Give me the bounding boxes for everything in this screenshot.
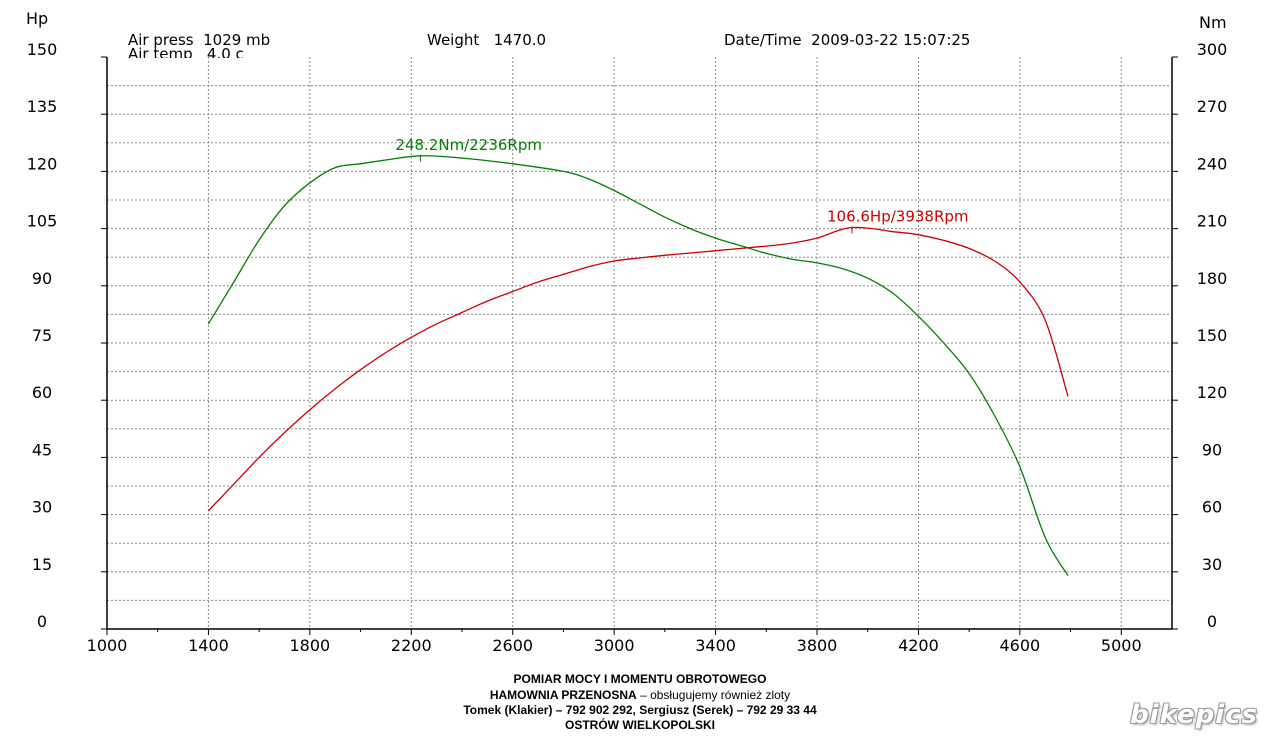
y-left-tick-label: 150 [27, 40, 58, 59]
y-left-tick-label: 45 [32, 440, 52, 459]
y-left-tick-label: 0 [37, 612, 47, 631]
x-tick-label: 2200 [391, 636, 432, 655]
y-right-tick-label: 120 [1197, 383, 1228, 402]
x-tick-label: 1000 [87, 636, 128, 655]
torque-peak-label: 248.2Nm/2236Rpm [395, 136, 542, 154]
y-left-tick-label: 105 [27, 212, 58, 231]
y-right-tick-label: 300 [1197, 40, 1228, 59]
power-curve-line [207, 226, 1069, 512]
x-tick-label: 3800 [797, 636, 838, 655]
torque-curve-line [207, 155, 1069, 576]
x-tick-label: 2600 [492, 636, 533, 655]
air-temp-label: Air temp 4.0 c [128, 45, 244, 58]
y-right-tick-label: 180 [1197, 269, 1228, 288]
y-left-tick-label: 60 [32, 383, 52, 402]
y-left-tick-label: 135 [27, 97, 58, 116]
footer-line-3: Tomek (Klakier) – 792 902 292, Sergiusz … [463, 703, 817, 717]
y-right-axis-label: Nm [1199, 13, 1227, 32]
y-left-axis-label: Hp [26, 9, 48, 28]
power-peak-label: 106.6Hp/3938Rpm [827, 207, 969, 225]
y-right-tick-label: 210 [1197, 212, 1228, 231]
y-right-tick-label: 30 [1202, 555, 1222, 574]
air-press-label: Air press 1029 mb [128, 31, 271, 49]
x-tick-label: 4200 [898, 636, 939, 655]
y-right-tick-label: 240 [1197, 154, 1228, 173]
datetime-label: Date/Time 2009-03-22 15:07:25 [724, 31, 971, 49]
x-tick-label: 3400 [695, 636, 736, 655]
y-left-tick-label: 120 [27, 154, 58, 173]
bikepics-watermark: bikepics [1130, 700, 1258, 730]
y-right-tick-label: 150 [1197, 326, 1228, 345]
y-left-tick-label: 90 [32, 269, 52, 288]
y-left-tick-label: 75 [32, 326, 52, 345]
y-right-tick-label: 90 [1202, 440, 1222, 459]
y-right-tick-label: 270 [1197, 97, 1228, 116]
y-left-tick-label: 30 [32, 498, 52, 517]
x-tick-label: 5000 [1101, 636, 1142, 655]
x-tick-label: 1400 [188, 636, 229, 655]
y-left-tick-label: 15 [32, 555, 52, 574]
y-right-tick-label: 0 [1207, 612, 1217, 631]
footer-line-1: POMIAR MOCY I MOMENTU OBROTOWEGO [513, 672, 767, 686]
footer-line-2: HAMOWNIA PRZENOSNA – obsługujemy również… [489, 688, 791, 702]
weight-label: Weight 1470.0 [427, 31, 547, 49]
x-tick-label: 4600 [999, 636, 1040, 655]
footer-line-4: OSTRÓW WIELKOPOLSKI [565, 718, 715, 732]
x-tick-label: 3000 [594, 636, 635, 655]
y-right-tick-label: 60 [1202, 498, 1222, 517]
x-tick-label: 1800 [289, 636, 330, 655]
